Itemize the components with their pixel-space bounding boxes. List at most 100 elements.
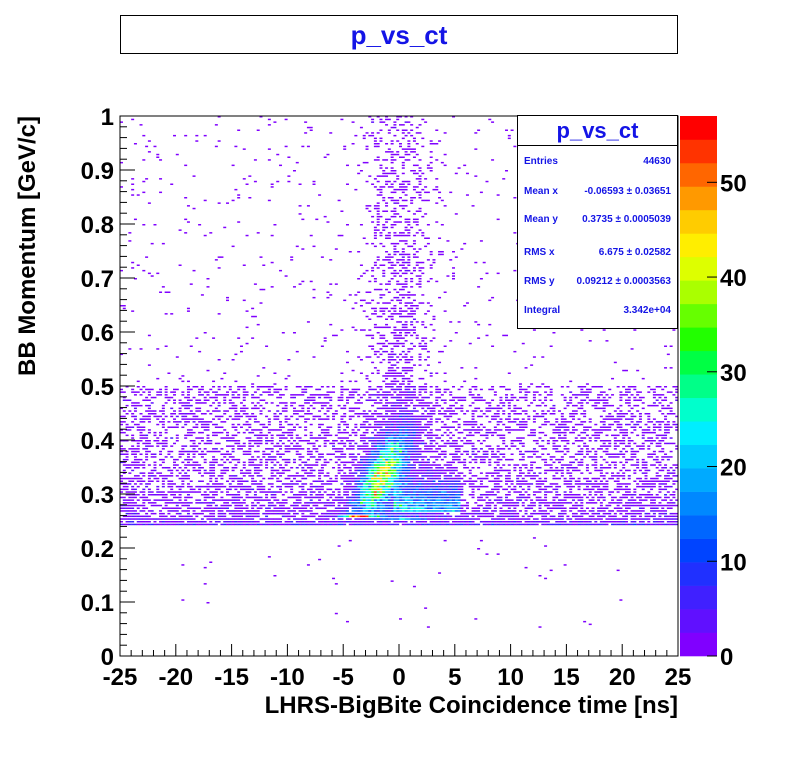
heatmap-cell — [418, 512, 422, 515]
heatmap-cell — [538, 521, 542, 523]
heatmap-cell — [206, 507, 210, 509]
heatmap-cell — [577, 477, 581, 480]
heatmap-cell — [306, 523, 310, 526]
heatmap-cell — [571, 429, 575, 431]
heatmap-cell — [343, 521, 347, 523]
heatmap-cell — [424, 502, 428, 504]
heatmap-cell — [248, 445, 252, 447]
heatmap-cell — [362, 510, 366, 512]
heatmap-cell — [594, 423, 598, 426]
heatmap-cell — [616, 413, 620, 415]
heatmap-cell — [362, 431, 366, 434]
heatmap-cell — [650, 404, 654, 407]
heatmap-cell — [136, 442, 140, 445]
heatmap-cell — [415, 456, 419, 458]
heatmap-cell — [513, 464, 517, 466]
heatmap-cell — [546, 504, 550, 507]
heatmap-cell — [217, 402, 221, 404]
heatmap-cell — [164, 431, 168, 434]
heatmap-cell — [200, 512, 204, 515]
heatmap-cell — [220, 477, 224, 480]
heatmap-cell — [569, 464, 573, 466]
heatmap-cell — [563, 421, 567, 423]
heatmap-cell — [421, 523, 425, 526]
heatmap-cell — [418, 456, 422, 458]
heatmap-cell — [560, 415, 564, 418]
heatmap-cell — [147, 523, 151, 526]
heatmap-cell — [507, 472, 511, 474]
heatmap-cell — [613, 461, 617, 464]
heatmap-cell — [318, 434, 322, 437]
heatmap-cell — [608, 429, 612, 431]
heatmap-cell — [365, 507, 369, 509]
heatmap-cell — [457, 426, 461, 428]
heatmap-cell — [178, 456, 182, 458]
heatmap-cell — [641, 458, 645, 461]
heatmap-cell — [493, 472, 497, 474]
heatmap-cell — [488, 491, 492, 493]
heatmap-cell — [513, 502, 517, 504]
heatmap-cell — [153, 502, 157, 504]
heatmap-cell — [410, 507, 414, 509]
heatmap-cell — [136, 429, 140, 431]
heatmap-cell — [371, 467, 375, 469]
heatmap-cell — [507, 426, 511, 428]
heatmap-cell — [488, 448, 492, 450]
heatmap-cell — [273, 496, 277, 499]
heatmap-cell — [505, 480, 509, 482]
heatmap-cell — [279, 475, 283, 477]
heatmap-cell — [633, 494, 637, 496]
heatmap-cell — [429, 418, 433, 420]
heatmap-cell — [326, 518, 330, 520]
heatmap-cell — [147, 394, 151, 396]
heatmap-cell — [287, 450, 291, 453]
heatmap-cell — [142, 496, 146, 499]
heatmap-cell — [499, 507, 503, 509]
heatmap-cell — [315, 488, 319, 491]
heatmap-cell — [563, 448, 567, 450]
heatmap-cell — [131, 445, 135, 447]
heatmap-cell — [560, 386, 564, 388]
heatmap-cell — [605, 518, 609, 520]
heatmap-cell — [136, 475, 140, 477]
heatmap-cell — [156, 437, 160, 439]
heatmap-cell — [622, 437, 626, 439]
heatmap-cell — [385, 515, 389, 518]
heatmap-cell — [429, 423, 433, 426]
heatmap-cell — [449, 415, 453, 418]
heatmap-cell — [276, 485, 280, 488]
heatmap-cell — [131, 477, 135, 480]
heatmap-cell — [658, 386, 662, 388]
heatmap-cell — [468, 394, 472, 396]
heatmap-cell — [173, 494, 176, 496]
heatmap-cell — [128, 477, 132, 480]
heatmap-cell — [332, 440, 336, 442]
heatmap-cell — [181, 504, 185, 507]
heatmap-cell — [139, 453, 143, 455]
heatmap-cell — [239, 488, 243, 491]
heatmap-cell — [429, 456, 433, 458]
heatmap-cell — [217, 450, 221, 453]
heatmap-cell — [390, 394, 394, 396]
heatmap-cell — [153, 467, 157, 469]
heatmap-cell — [203, 523, 207, 526]
heatmap-cell — [192, 445, 196, 447]
heatmap-cell — [619, 391, 623, 393]
heatmap-cell — [228, 407, 232, 410]
heatmap-cell — [544, 515, 548, 518]
heatmap-cell — [304, 402, 308, 404]
heatmap-cell — [343, 477, 347, 480]
heatmap-cell — [357, 480, 361, 482]
heatmap-cell — [661, 450, 665, 453]
heatmap-cell — [524, 499, 528, 501]
heatmap-cell — [605, 480, 609, 482]
heatmap-cell — [173, 388, 176, 391]
heatmap-cell — [611, 418, 615, 420]
heatmap-cell — [281, 504, 285, 507]
heatmap-cell — [401, 523, 405, 526]
heatmap-cell — [401, 483, 405, 485]
heatmap-cell — [424, 518, 428, 520]
heatmap-cell — [212, 461, 216, 464]
heatmap-cell — [287, 515, 291, 518]
heatmap-cell — [351, 445, 355, 447]
